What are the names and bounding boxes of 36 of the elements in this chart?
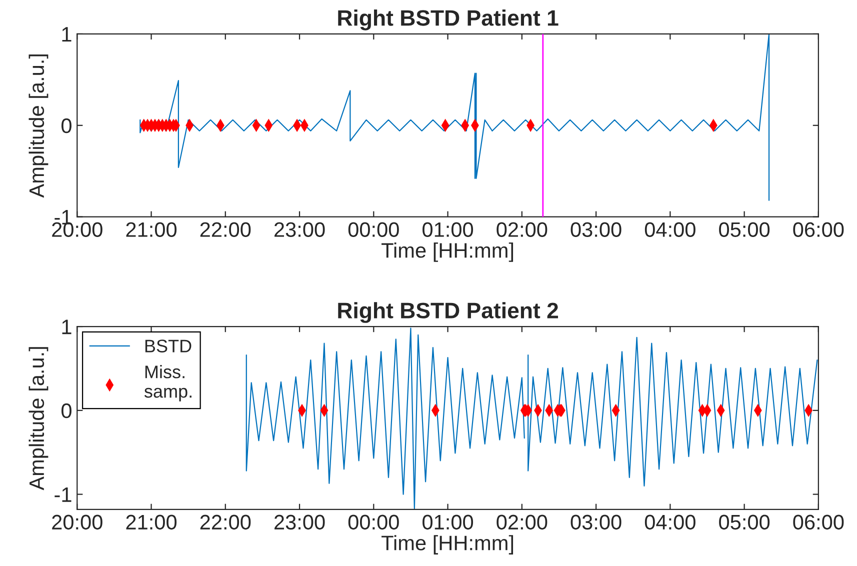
legend-label: BSTD bbox=[145, 340, 192, 352]
x-tick-label: 00:00 bbox=[348, 514, 399, 530]
x-axis-title: Time [HH:mm] bbox=[382, 535, 514, 554]
x-tick-label: 22:00 bbox=[200, 222, 251, 237]
x-tick-label: 20:00 bbox=[52, 222, 102, 237]
line-series bbox=[140, 34, 770, 201]
y-tick-label: 1 bbox=[62, 320, 72, 334]
chart-title: Right BSTD Patient 1 bbox=[338, 10, 558, 30]
x-tick-label: 04:00 bbox=[644, 222, 696, 237]
x-tick-label: 06:00 bbox=[793, 222, 844, 237]
x-tick-label: 23:00 bbox=[274, 222, 325, 237]
y-axis-title: Amplitude [a.u.] bbox=[28, 347, 48, 490]
legend-label: Miss. samp. bbox=[144, 365, 192, 402]
x-tick-label: 22:00 bbox=[200, 514, 251, 530]
x-axis-title: Time [HH:mm] bbox=[382, 242, 514, 262]
x-tick-label: 21:00 bbox=[126, 514, 177, 530]
y-tick-label: 0 bbox=[61, 118, 72, 134]
x-tick-label: 01:00 bbox=[422, 514, 474, 530]
x-tick-label: 06:00 bbox=[793, 514, 844, 530]
x-tick-label: 04:00 bbox=[644, 514, 696, 530]
x-tick-label: 21:00 bbox=[126, 222, 177, 237]
y-tick-label: 0 bbox=[61, 403, 72, 418]
chart-title: Right BSTD Patient 2 bbox=[338, 302, 558, 323]
y-axis-title: Amplitude [a.u.] bbox=[28, 54, 48, 198]
x-tick-label: 00:00 bbox=[348, 222, 399, 237]
y-tick-label: -1 bbox=[54, 488, 72, 502]
x-tick-label: 03:00 bbox=[570, 514, 622, 530]
x-tick-label: 01:00 bbox=[422, 222, 474, 237]
x-tick-label: 03:00 bbox=[570, 222, 622, 237]
x-tick-label: 02:00 bbox=[496, 222, 548, 237]
x-tick-label: 02:00 bbox=[496, 514, 548, 530]
y-tick-label: 1 bbox=[62, 27, 72, 42]
x-tick-label: 23:00 bbox=[274, 514, 325, 530]
x-tick-label: 20:00 bbox=[52, 514, 102, 530]
x-tick-label: 05:00 bbox=[719, 514, 770, 530]
x-tick-label: 05:00 bbox=[719, 222, 770, 237]
